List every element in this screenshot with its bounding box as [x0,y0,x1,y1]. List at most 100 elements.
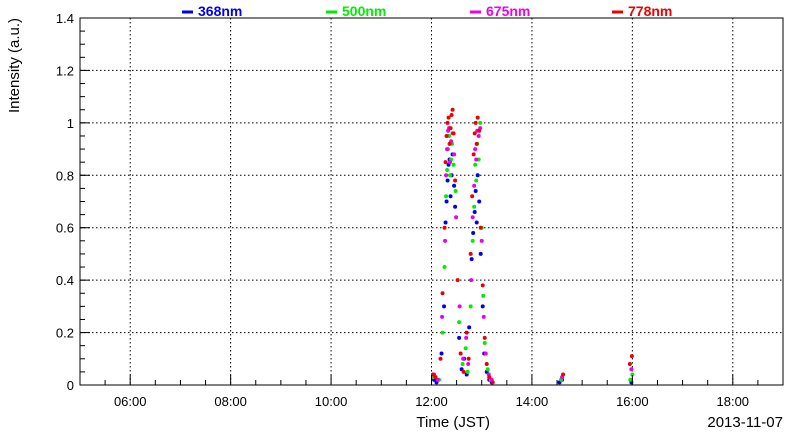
data-point [471,152,476,157]
data-point [443,238,448,243]
data-point [473,120,478,125]
data-point [442,304,447,309]
data-point [466,356,471,361]
data-point [477,128,482,133]
data-point [472,204,477,209]
legend-label: 500nm [342,3,386,19]
x-tick-label: 12:00 [415,394,448,409]
data-point [481,293,486,298]
data-point [448,160,453,165]
y-tick-label: 1.2 [56,63,74,78]
x-tick-label: 14:00 [516,394,549,409]
x-tick-label: 18:00 [717,394,750,409]
data-points [431,107,635,385]
grid [80,18,783,385]
data-point [444,173,449,178]
axis-ticks: 06:00 08:00 10:00 12:00 14:00 16:00 18:00 0 0.2 0… [56,11,784,409]
series-368nm [432,152,634,385]
data-point [447,141,452,146]
plot-frame [79,17,784,386]
x-tick-label: 10:00 [315,394,348,409]
data-point [461,356,466,361]
legend-label: 368nm [198,3,242,19]
data-point [445,178,450,183]
data-point [482,341,487,346]
data-point [478,225,483,230]
data-point [458,351,463,356]
data-point [478,120,483,125]
data-point [461,369,466,374]
data-point [477,199,482,204]
data-point [442,225,447,230]
data-point [439,351,444,356]
data-point [454,215,459,220]
data-point [469,278,474,283]
data-point [443,160,448,165]
y-tick-label: 0.6 [56,221,74,236]
data-point [468,251,473,256]
data-point [466,362,471,367]
data-point [469,257,474,262]
data-point [450,107,455,112]
data-point [463,346,468,351]
series-500nm [432,120,635,382]
data-point [485,367,490,372]
data-point [478,251,483,256]
series-675nm [432,126,634,382]
data-point [460,362,465,367]
legend: 368nm 500nm 675nm 778nm [182,3,672,19]
data-point [475,173,480,178]
data-point [627,362,632,367]
data-point [448,194,453,199]
data-point [473,162,478,167]
data-point [442,265,447,270]
data-point [443,220,448,225]
data-point [453,204,458,209]
y-tick-label: 1 [67,116,74,131]
data-point [471,230,476,235]
date-label: 2013-11-07 [707,414,783,431]
data-point [470,238,475,243]
data-point [470,194,475,199]
legend-label: 675nm [486,3,530,19]
data-point [628,377,633,382]
data-point [472,209,477,214]
x-tick-label: 06:00 [114,394,147,409]
data-point [483,351,488,356]
data-point [487,375,492,380]
data-point [472,131,477,136]
data-point [445,120,450,125]
data-point [444,133,449,138]
data-point [481,314,486,319]
data-point [440,291,445,296]
data-point [448,173,453,178]
data-point [479,238,484,243]
data-point [474,157,479,162]
y-tick-label: 0 [67,378,74,393]
data-point [453,178,458,183]
data-point [440,330,445,335]
data-point [484,362,489,367]
y-tick-label: 0.4 [56,273,74,288]
y-axis-label: Intensity (a.u.) [6,18,23,113]
x-tick-label: 16:00 [616,394,649,409]
data-point [467,325,472,330]
legend-label: 778nm [628,3,672,19]
x-axis-label: Time (JST) [416,414,490,431]
data-point [474,178,479,183]
data-point [475,115,480,120]
x-tick-label: 08:00 [214,394,247,409]
data-point [438,356,443,361]
data-point [448,126,453,131]
data-point [445,147,450,152]
data-point [480,304,485,309]
data-point [474,220,479,225]
data-point [452,183,457,188]
data-point [445,168,450,173]
data-point [482,335,487,340]
data-point [431,372,436,377]
data-point [457,335,462,340]
data-point [476,133,481,138]
y-tick-label: 0.8 [56,168,74,183]
